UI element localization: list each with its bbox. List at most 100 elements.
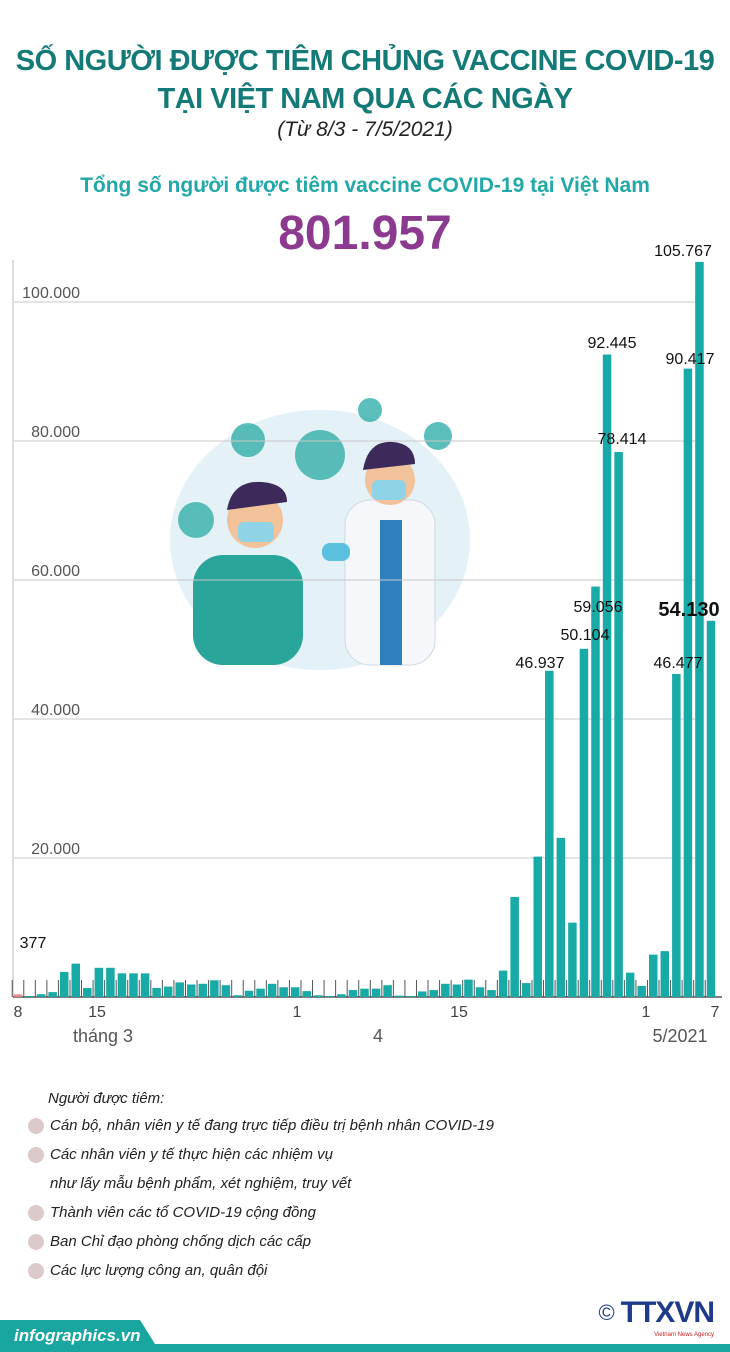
data-label: 46.937 xyxy=(516,655,565,672)
bar xyxy=(117,973,127,997)
y-tick-label: 80.000 xyxy=(31,424,80,441)
total-label: Tổng số người được tiêm vaccine COVID-19… xyxy=(80,174,650,197)
x-tick-label: 8 xyxy=(14,1004,23,1021)
y-tick-label: 20.000 xyxy=(31,841,80,858)
bar xyxy=(452,984,462,997)
bar xyxy=(418,991,427,997)
bar xyxy=(256,988,265,997)
bar xyxy=(71,963,80,997)
bar xyxy=(314,995,323,997)
title-line-1: SỐ NGƯỜI ĐƯỢC TIÊM CHỦNG VACCINE COVID-1… xyxy=(15,45,715,77)
bar xyxy=(487,990,496,997)
bar xyxy=(244,990,254,997)
bar xyxy=(568,922,577,997)
bar xyxy=(187,984,196,997)
bar xyxy=(94,967,104,997)
bar xyxy=(672,673,681,997)
bar xyxy=(267,983,277,997)
bar xyxy=(163,986,173,997)
bar xyxy=(371,988,381,997)
bar xyxy=(152,987,161,997)
bar xyxy=(25,996,34,997)
copyright-icon: © xyxy=(598,1300,615,1325)
bar xyxy=(556,837,566,997)
data-label: 46.477 xyxy=(654,655,703,672)
bar xyxy=(706,620,716,997)
bullet-icon xyxy=(28,1263,44,1279)
bullet-icon xyxy=(28,1147,44,1163)
bar xyxy=(383,985,392,997)
data-label: 50.104 xyxy=(561,627,610,644)
bar xyxy=(695,261,704,998)
data-label: 105.767 xyxy=(654,243,712,260)
bar xyxy=(59,971,69,997)
bar xyxy=(475,987,485,997)
bar xyxy=(510,896,519,997)
bar xyxy=(233,995,242,997)
bar xyxy=(140,973,150,997)
legend-item-continuation: như lấy mẫu bệnh phẩm, xét nghiệm, truy … xyxy=(50,1175,352,1192)
data-label: 92.445 xyxy=(588,335,637,352)
bar xyxy=(348,990,358,997)
bar xyxy=(175,982,184,997)
bar xyxy=(221,985,231,997)
x-tick-label: 7 xyxy=(711,1004,720,1021)
y-tick-label: 40.000 xyxy=(31,702,80,719)
x-tick-label: 15 xyxy=(450,1004,468,1021)
legend-item: Các lực lượng công an, quân đội xyxy=(28,1261,494,1281)
data-label: 90.417 xyxy=(666,351,715,368)
bar xyxy=(429,990,439,997)
bar xyxy=(302,991,311,997)
legend-item: Các nhân viên y tế thực hiện các nhiệm v… xyxy=(28,1145,494,1165)
total-value: 801.957 xyxy=(278,207,452,260)
bar xyxy=(279,987,288,997)
month-label: 4 xyxy=(373,1026,383,1046)
footer-tab xyxy=(0,1320,160,1352)
bar xyxy=(106,967,115,997)
site-link[interactable]: infographics.vn xyxy=(14,1326,141,1345)
patient-figure xyxy=(193,555,303,665)
bar xyxy=(36,994,46,997)
legend-item: Ban Chỉ đạo phòng chống dịch các cấp xyxy=(28,1232,494,1252)
data-label: 54.130 xyxy=(658,599,719,621)
bar xyxy=(13,994,23,997)
x-tick-label: 1 xyxy=(642,1004,651,1021)
bar xyxy=(545,670,554,997)
x-tick-label: 15 xyxy=(88,1004,106,1021)
bar-chart: 20.000 40.000 60.000 80.000 100.000 377 46.93… xyxy=(11,243,722,1046)
month-label: 5/2021 xyxy=(652,1026,707,1046)
month-label: tháng 3 xyxy=(73,1026,133,1046)
data-label: 78.414 xyxy=(598,431,647,448)
bar xyxy=(48,992,57,997)
bar xyxy=(683,368,693,998)
y-tick-label: 60.000 xyxy=(31,563,80,580)
bar xyxy=(129,973,138,997)
bar xyxy=(660,951,670,997)
x-tick-label: 1 xyxy=(293,1004,302,1021)
bar xyxy=(521,983,531,997)
bar xyxy=(637,985,646,997)
bar xyxy=(360,988,369,997)
y-tick-label: 100.000 xyxy=(22,285,80,302)
vaccination-illustration xyxy=(170,398,470,670)
data-label: 377 xyxy=(20,935,47,952)
bar xyxy=(591,586,600,997)
bar xyxy=(210,980,219,997)
bar xyxy=(290,987,300,997)
ttxvn-logo: © TTXVN Vietnam News Agency xyxy=(598,1296,715,1338)
legend-item: Cán bộ, nhân viên y tế đang trực tiếp đi… xyxy=(28,1116,494,1136)
bar xyxy=(579,648,589,997)
bullet-icon xyxy=(28,1234,44,1250)
data-label: 59.056 xyxy=(574,599,623,616)
bar xyxy=(498,970,508,997)
bar xyxy=(394,995,404,997)
bullet-icon xyxy=(28,1205,44,1221)
bar xyxy=(625,972,635,997)
bar xyxy=(464,979,473,997)
date-range-subtitle: (Từ 8/3 - 7/5/2021) xyxy=(277,118,453,141)
bar xyxy=(198,983,208,997)
bar xyxy=(602,354,612,997)
footer-bar xyxy=(0,1344,730,1352)
bar xyxy=(406,996,415,997)
title-line-2: TẠI VIỆT NAM QUA CÁC NGÀY xyxy=(157,83,573,115)
